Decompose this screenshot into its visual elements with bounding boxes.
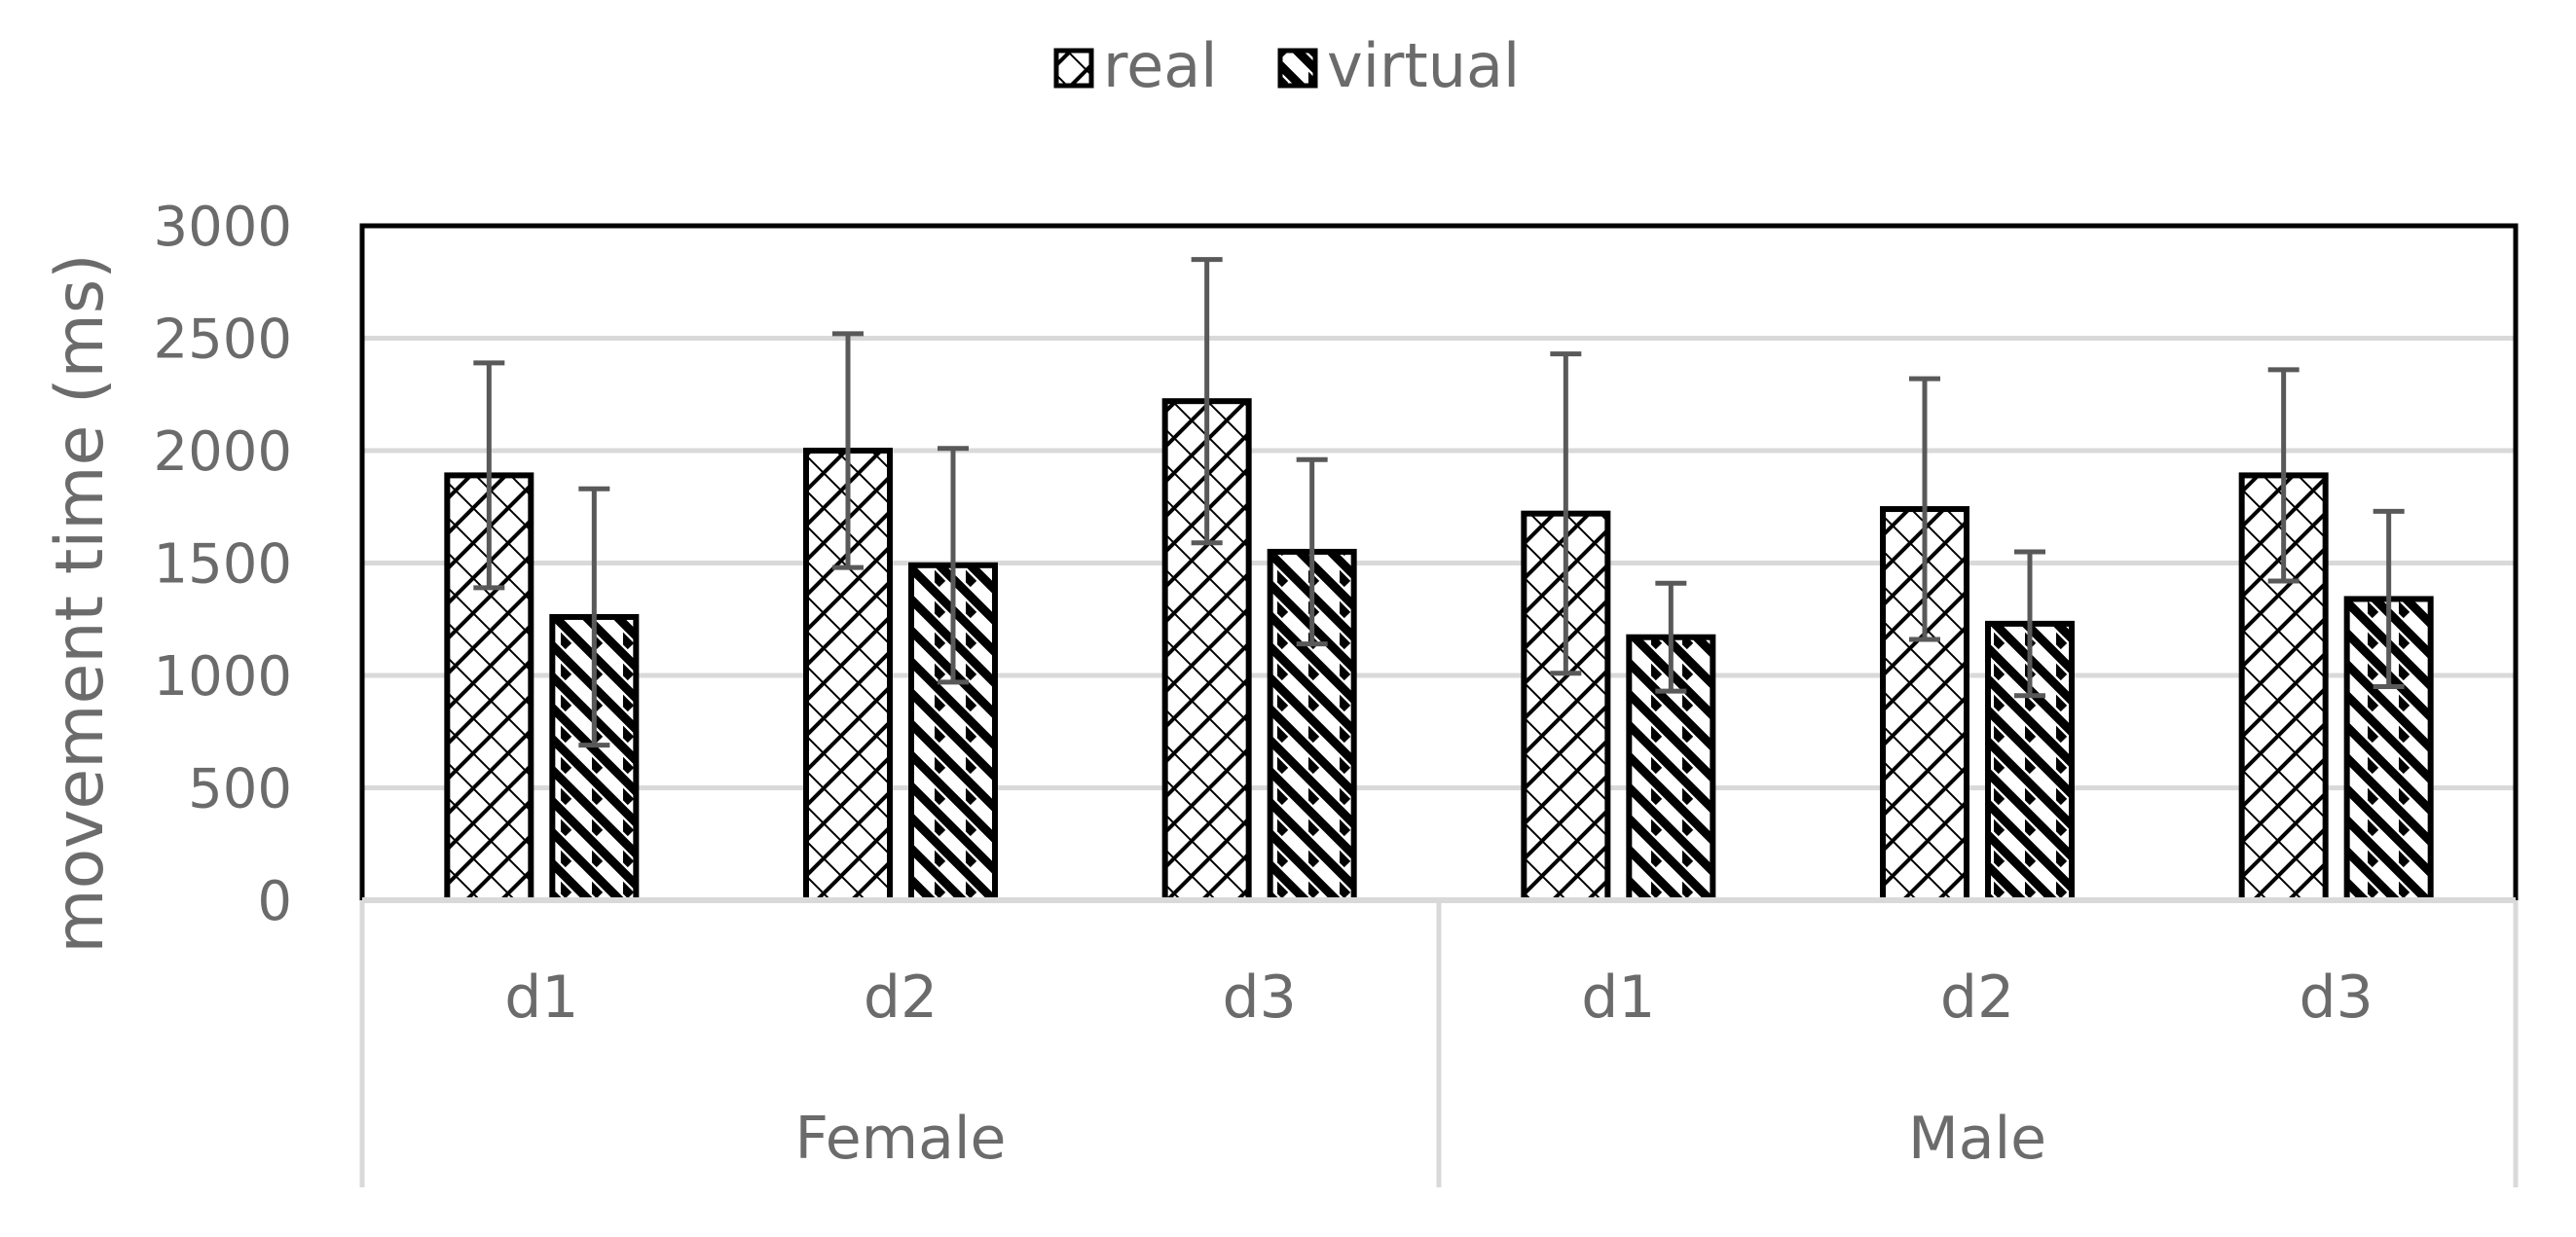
legend-label: real: [1103, 30, 1218, 101]
y-tick-label: 0: [257, 870, 292, 933]
error-bars: [473, 257, 2405, 748]
error-bar-virtual-female-d3: [1296, 456, 1328, 647]
x-category-label: d2: [864, 964, 938, 1032]
x-group-label: Male: [1908, 1105, 2046, 1173]
legend-item-real: real: [1053, 30, 1218, 101]
error-bar-real-female-d2: [832, 331, 864, 570]
bars: [444, 398, 2434, 904]
legend-label: virtual: [1327, 30, 1520, 101]
y-tick-label: 3000: [153, 196, 292, 259]
x-category-label: d1: [1581, 964, 1655, 1032]
y-tick-label: 2000: [153, 420, 292, 484]
x-category-label: d3: [1223, 964, 1297, 1032]
error-bar-real-male-d3: [2267, 367, 2300, 584]
x-group-label: Female: [795, 1105, 1007, 1173]
y-tick-label: 1000: [153, 645, 292, 709]
legend-swatch: [1053, 48, 1094, 89]
x-category-label: d2: [1940, 964, 2014, 1032]
x-axis: d1 d2 d3 Female d1 d2 d3 Male: [359, 897, 2519, 1187]
error-bar-real-female-d1: [473, 360, 505, 591]
error-bar-real-male-d2: [1909, 376, 1940, 642]
error-bar-virtual-female-d2: [938, 446, 969, 685]
x-category-label: d3: [2300, 964, 2374, 1032]
error-bar-real-female-d3: [1191, 257, 1223, 546]
y-tick-label: 1500: [153, 533, 292, 597]
legend-item-virtual: virtual: [1277, 30, 1520, 101]
y-tick-label: 500: [188, 758, 292, 821]
gridlines: [362, 336, 2516, 790]
error-bar-real-male-d1: [1550, 351, 1582, 676]
y-axis-ticks: 0 500 1000 1500 2000 2500 3000: [153, 196, 292, 933]
x-category-label: d1: [504, 964, 578, 1032]
error-bar-virtual-male-d2: [2014, 549, 2045, 699]
y-axis-title: movement time (ms): [42, 253, 119, 953]
y-tick-label: 2500: [153, 309, 292, 372]
error-bar-virtual-male-d3: [2373, 508, 2405, 690]
error-bar-virtual-female-d1: [578, 486, 610, 748]
legend-swatch: [1277, 48, 1318, 89]
error-bar-virtual-male-d1: [1655, 580, 1687, 694]
legend: real virtual: [1053, 30, 1520, 101]
